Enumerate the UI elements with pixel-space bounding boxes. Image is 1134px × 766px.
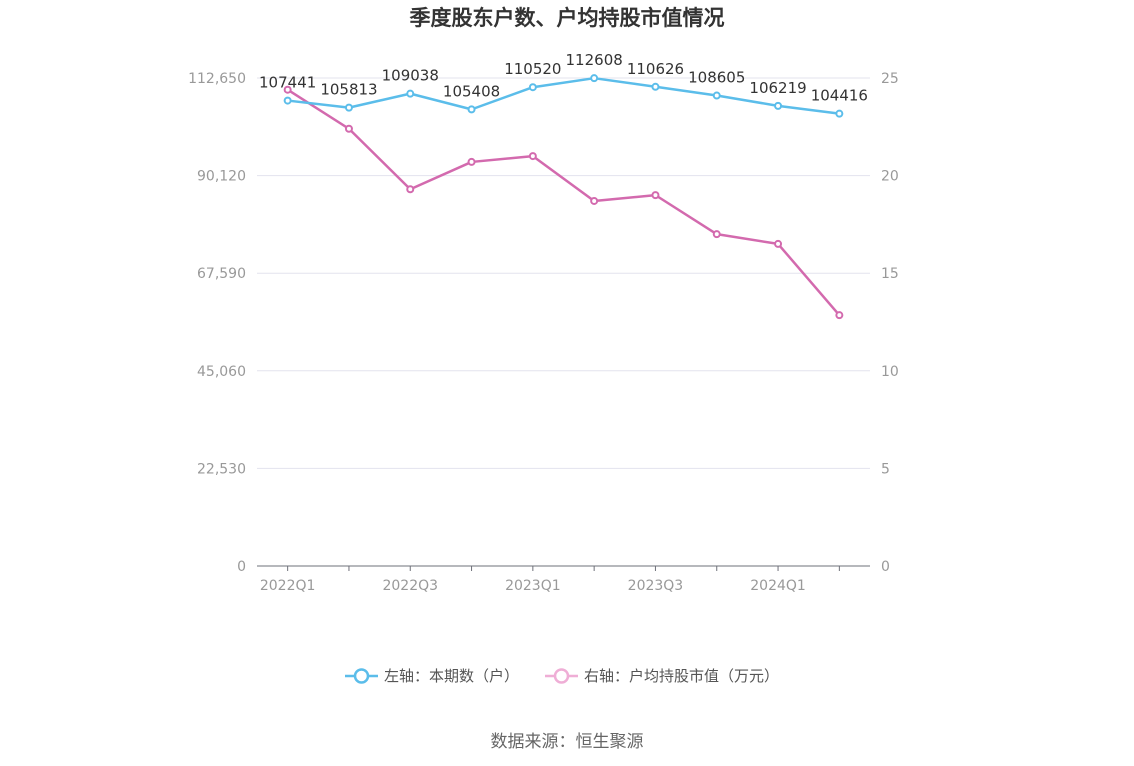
data-label: 104416 — [811, 87, 868, 105]
data-label: 105813 — [320, 81, 377, 99]
right-axis-tick-label: 15 — [881, 266, 899, 282]
right-axis-ticks: 0 5 10 15 20 25 — [881, 71, 899, 575]
grid — [257, 77, 870, 469]
data-point — [712, 91, 721, 100]
left-axis-tick-label: 90,120 — [197, 169, 246, 185]
data-point — [590, 196, 599, 205]
right-axis-tick-label: 5 — [881, 461, 890, 477]
left-axis-tick-label: 0 — [237, 559, 246, 575]
data-label: 112608 — [566, 51, 623, 69]
data-point — [835, 311, 844, 320]
data-point — [528, 152, 537, 161]
x-tick-label: 2023Q1 — [505, 578, 561, 594]
data-point — [528, 83, 537, 92]
x-tick-label: 2022Q1 — [260, 578, 316, 594]
legend-swatch-marker[interactable] — [353, 668, 370, 684]
right-axis-tick-label: 0 — [881, 559, 890, 575]
data-label: 107441 — [259, 74, 316, 92]
data-point — [712, 230, 721, 239]
data-point — [590, 74, 599, 83]
left-axis-tick-label: 67,590 — [197, 266, 246, 282]
data-label: 106219 — [749, 79, 806, 97]
right-axis-tick-label: 10 — [881, 364, 899, 380]
left-axis-tick-label: 45,060 — [197, 364, 246, 380]
legend-label[interactable]: 右轴：户均持股市值（万元） — [584, 667, 779, 685]
x-axis: 2022Q1 2022Q3 2023Q1 2023Q3 2024Q1 — [257, 565, 870, 594]
data-point — [651, 82, 660, 91]
data-label: 110520 — [504, 60, 561, 78]
data-label: 109038 — [382, 67, 439, 85]
data-point — [774, 239, 783, 248]
x-tick-label: 2022Q3 — [382, 578, 438, 594]
data-label: 105408 — [443, 82, 500, 100]
right-axis-tick-label: 25 — [881, 71, 899, 87]
data-label: 110626 — [627, 60, 684, 78]
left-axis-tick-label: 22,530 — [197, 461, 246, 477]
data-point — [467, 105, 476, 114]
left-axis-tick-label: 112,650 — [188, 71, 246, 87]
legend[interactable]: 左轴：本期数（户） 右轴：户均持股市值（万元） — [345, 667, 779, 685]
data-point — [467, 157, 476, 166]
data-label: 108605 — [688, 69, 745, 87]
data-point — [406, 89, 415, 98]
series-line — [287, 76, 840, 115]
legend-swatch-marker[interactable] — [553, 668, 570, 684]
left-axis-ticks: 0 22,530 45,060 67,590 90,120 112,650 — [188, 71, 246, 575]
data-point — [344, 103, 353, 112]
data-point — [406, 185, 415, 194]
source-note: 数据来源：恒生聚源 — [491, 732, 644, 752]
x-tick-label: 2024Q1 — [750, 578, 806, 594]
data-point — [283, 85, 292, 94]
data-point — [344, 124, 353, 133]
x-tick-label: 2023Q3 — [628, 578, 684, 594]
data-point — [835, 109, 844, 118]
series-line — [286, 88, 841, 316]
legend-label[interactable]: 左轴：本期数（户） — [384, 667, 519, 685]
right-axis-tick-label: 20 — [881, 169, 899, 185]
data-point — [651, 191, 660, 200]
data-point — [774, 101, 783, 110]
data-point — [283, 96, 292, 105]
chart-title: 季度股东户数、户均持股市值情况 — [410, 6, 725, 30]
